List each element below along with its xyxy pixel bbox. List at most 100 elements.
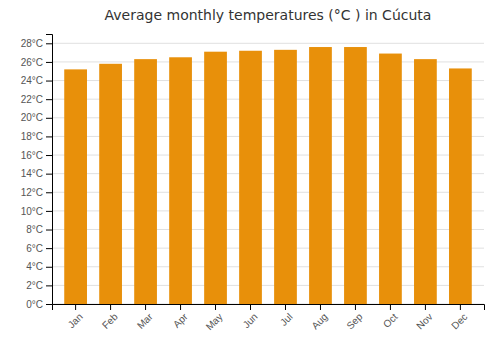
x-tick-mark	[390, 304, 391, 310]
x-tick-label: Mar	[135, 311, 155, 331]
y-tick-mark	[46, 304, 52, 305]
x-tick: Oct	[381, 304, 400, 330]
x-tick: Sep	[344, 304, 365, 331]
y-tick-label: 0°C	[26, 299, 43, 310]
grid	[52, 43, 484, 304]
x-tick-mark	[320, 304, 321, 310]
y-tick: 14°C	[21, 168, 52, 179]
x-tick: May	[204, 304, 225, 332]
y-tick: 8°C	[26, 224, 52, 235]
x-tick-label: Aug	[309, 311, 329, 331]
x-tick-label: Jan	[66, 311, 85, 330]
y-tick-mark	[46, 267, 52, 268]
title: Average monthly temperatures (°C ) in Cú…	[105, 7, 432, 23]
y-tick-mark	[46, 136, 52, 137]
y-tick-label: 28°C	[21, 38, 43, 49]
y-tick-label: 12°C	[21, 187, 43, 198]
x-tick: Nov	[414, 304, 434, 331]
x-tick-label: May	[204, 311, 225, 332]
x-tick-mark	[75, 304, 76, 310]
y-tick-label: 8°C	[26, 224, 43, 235]
x-tick-label: Oct	[381, 311, 400, 330]
bar	[344, 47, 367, 304]
y-tick-mark	[46, 192, 52, 193]
y-tick-label: 16°C	[21, 150, 43, 161]
y-tick: 2°C	[26, 280, 52, 291]
bar	[64, 69, 87, 304]
grid-line	[52, 43, 484, 44]
bar	[274, 50, 297, 304]
y-tick: 10°C	[21, 206, 52, 217]
bar	[309, 47, 332, 304]
y-tick: 6°C	[26, 243, 52, 254]
x-tick-mark	[250, 304, 251, 310]
x-tick-mark	[285, 304, 286, 310]
y-tick: 16°C	[21, 150, 52, 161]
chart: 0°C 2°C 4°C 6°C 8°C 10°C 12°C 14°C 16°C 18°C 20°C 2…	[0, 0, 500, 350]
y-tick-mark	[46, 248, 52, 249]
y-tick: 4°C	[26, 261, 52, 272]
y-tick-label: 18°C	[21, 131, 43, 142]
y-tick-label: 20°C	[21, 112, 43, 123]
x-tick-label: Jun	[241, 311, 260, 330]
x-tick: Jul	[278, 304, 295, 328]
y-tick-mark	[46, 62, 52, 63]
bar	[239, 51, 262, 304]
y-tick-mark	[46, 285, 52, 286]
y-tick-label: 24°C	[21, 75, 43, 86]
y-tick-mark	[46, 99, 52, 100]
y-tick: 22°C	[21, 94, 52, 105]
y-tick-label: 6°C	[26, 243, 43, 254]
y-tick: 0°C	[26, 299, 52, 310]
y-tick: 18°C	[21, 131, 52, 142]
x-tick-label: Feb	[100, 311, 120, 331]
x-tick-label: Nov	[414, 311, 434, 331]
bar	[169, 57, 192, 304]
y-axis-line	[46, 35, 53, 305]
y-tick-mark	[46, 43, 52, 44]
x-tick: Aug	[309, 304, 329, 331]
y-tick-label: 10°C	[21, 206, 43, 217]
x-tick: Apr	[171, 304, 190, 330]
x-tick-mark	[215, 304, 216, 310]
x-tick-mark	[460, 304, 461, 310]
x-tick: Mar	[135, 304, 155, 331]
x-tick-mark	[110, 304, 111, 310]
x-tick-label: Sep	[344, 311, 365, 332]
y-tick-mark	[46, 174, 52, 175]
x-tick-label: Dec	[449, 311, 469, 331]
x-tick: Jun	[241, 304, 260, 330]
x-tick: Feb	[100, 304, 120, 331]
y-tick-mark	[46, 81, 52, 82]
bar	[134, 59, 157, 304]
y-tick: 20°C	[21, 112, 52, 123]
x-tick-label: Apr	[171, 311, 190, 330]
bar	[414, 59, 437, 304]
plot: 0°C 2°C 4°C 6°C 8°C 10°C 12°C 14°C 16°C 18°C 20°C 2…	[21, 35, 485, 333]
x-tick-mark	[355, 304, 356, 310]
y-tick: 28°C	[21, 38, 52, 49]
y-tick-mark	[46, 155, 52, 156]
x-axis-line	[53, 305, 485, 311]
x-tick: Dec	[449, 304, 469, 331]
x-tick: Jan	[66, 304, 85, 330]
x-axis: Jan Feb Mar Apr May Jun Jul Aug Sep Oct Nov Dec	[53, 304, 485, 332]
bar	[204, 52, 227, 304]
y-tick-label: 22°C	[21, 94, 43, 105]
y-tick-label: 26°C	[21, 57, 43, 68]
bar	[449, 68, 472, 304]
bar	[379, 54, 402, 304]
y-tick-label: 4°C	[26, 261, 43, 272]
bar	[99, 64, 122, 304]
y-tick-label: 2°C	[26, 280, 43, 291]
x-tick-mark	[145, 304, 146, 310]
x-tick-label: Jul	[278, 311, 295, 328]
x-tick-mark	[180, 304, 181, 310]
x-tick-mark	[425, 304, 426, 310]
y-tick: 12°C	[21, 187, 52, 198]
y-tick-mark	[46, 211, 52, 212]
y-axis: 0°C 2°C 4°C 6°C 8°C 10°C 12°C 14°C 16°C 18°C 20°C 2…	[21, 35, 53, 310]
y-tick: 24°C	[21, 75, 52, 86]
bars	[64, 47, 472, 304]
y-tick-label: 14°C	[21, 168, 43, 179]
